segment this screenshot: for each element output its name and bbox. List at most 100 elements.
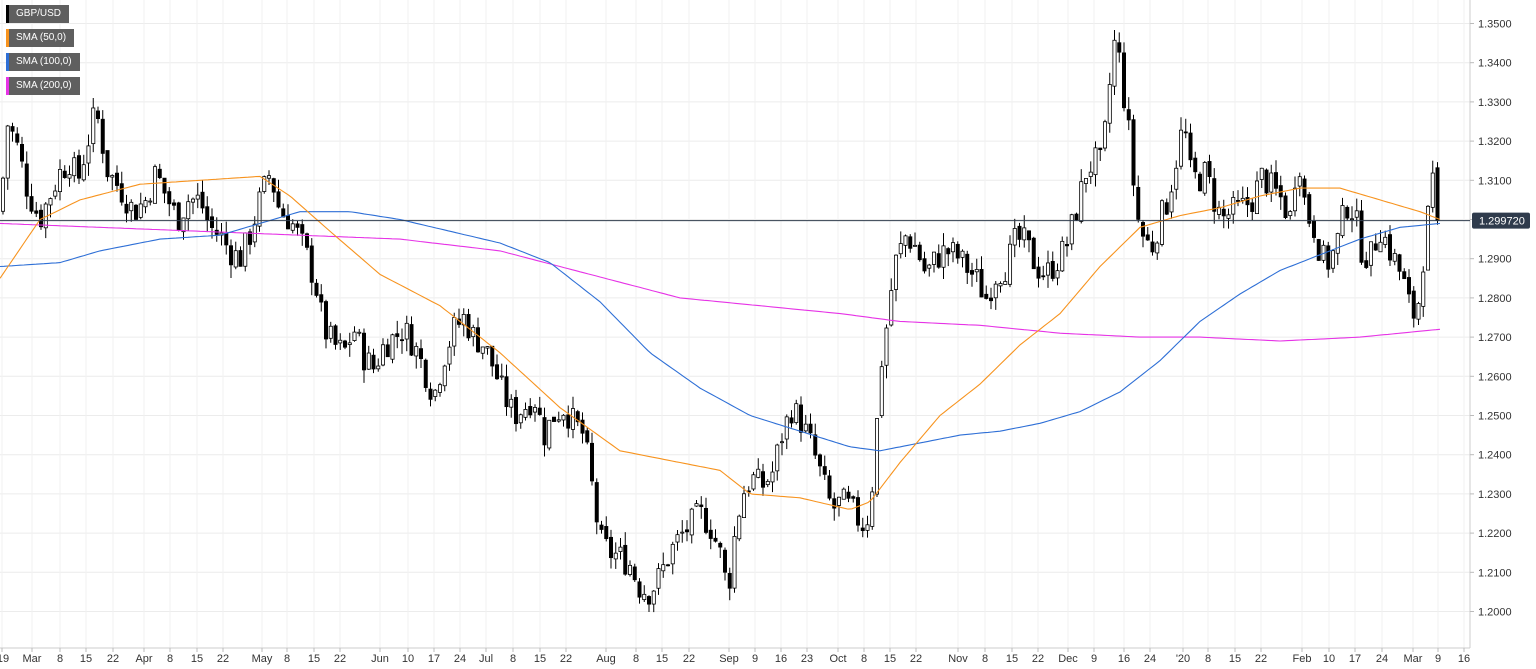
candle-bearish: [955, 243, 960, 259]
candle-bearish: [1316, 239, 1321, 261]
y-tick-label: 1.3500: [1478, 19, 1512, 31]
x-tick-label: 15: [80, 653, 92, 665]
candle-bullish: [1107, 84, 1112, 124]
candle-bullish: [865, 524, 870, 531]
candle-bearish: [504, 376, 509, 408]
last-price-tag: [1472, 212, 1530, 229]
candle-bullish: [262, 176, 267, 192]
candle-bearish: [1065, 244, 1070, 247]
candle-bearish: [371, 354, 376, 370]
candle-bullish: [72, 157, 77, 177]
candle-bearish: [984, 293, 989, 299]
candle-bearish: [1145, 234, 1150, 241]
candle-bearish: [832, 498, 837, 509]
candle-bullish: [1055, 270, 1060, 279]
candle-bearish: [1264, 169, 1269, 194]
candle-bullish: [1088, 171, 1093, 177]
candle-bullish: [190, 198, 195, 203]
candle-bearish: [808, 423, 813, 434]
candle-bullish: [1060, 240, 1065, 272]
candle-bullish: [547, 419, 552, 449]
candle-bearish: [908, 236, 913, 249]
candle-bullish: [1430, 172, 1435, 208]
candle-bearish: [1411, 290, 1416, 319]
candle-bearish: [238, 250, 243, 267]
candle-bearish: [1388, 234, 1393, 261]
candle-bearish: [822, 466, 827, 475]
candle-bearish: [361, 332, 366, 371]
candle-bearish: [685, 529, 690, 533]
candle-bullish: [1421, 271, 1426, 307]
candle-bullish: [903, 235, 908, 246]
candle-bearish: [1373, 243, 1378, 251]
candle-bearish: [77, 155, 82, 179]
x-tick-label: 8: [633, 653, 639, 665]
candle-bullish: [618, 546, 623, 552]
candle-bullish: [257, 191, 262, 227]
candle-bullish: [266, 175, 271, 179]
candle-bearish: [385, 344, 390, 358]
candle-bullish: [765, 480, 770, 486]
candle-bearish: [1150, 241, 1155, 253]
candle-bullish: [675, 534, 680, 543]
candle-bullish: [1392, 253, 1397, 262]
y-tick-label: 1.2600: [1478, 371, 1512, 383]
legend-item-sma50[interactable]: SMA (50,0): [6, 29, 75, 47]
candle-bearish: [171, 202, 176, 206]
candle-bullish: [1093, 147, 1098, 176]
legend-item-sma200[interactable]: SMA (200,0): [6, 77, 80, 95]
sma-50-line: [0, 175, 1441, 510]
x-tick-label: 24: [454, 653, 466, 665]
x-tick-label: 10: [402, 653, 414, 665]
candle-bearish: [1027, 230, 1032, 241]
legend-swatch: [6, 77, 9, 95]
candle-bearish: [10, 126, 15, 132]
legend-item-gbpusd[interactable]: GBP/USD: [6, 5, 70, 23]
last-price-label: 1.299720: [1479, 216, 1525, 228]
x-tick-label: Aug: [596, 653, 616, 665]
candle-bearish: [1131, 119, 1136, 186]
x-tick-label: Jul: [479, 653, 493, 665]
legend-label: SMA (100,0): [16, 56, 72, 67]
candle-bullish: [1426, 205, 1431, 271]
candle-bearish: [1435, 167, 1440, 221]
candle-bearish: [970, 270, 975, 275]
x-tick-label: 8: [982, 653, 988, 665]
x-tick-label: 16: [1118, 653, 1130, 665]
candle-bearish: [247, 231, 252, 245]
candle-bearish: [761, 471, 766, 488]
candle-bearish: [1036, 266, 1041, 279]
candle-bearish: [1364, 260, 1369, 268]
candle-bullish: [1008, 243, 1013, 285]
candle-bullish: [732, 536, 737, 589]
x-tick-label: May: [252, 653, 273, 665]
candle-bearish: [609, 536, 614, 559]
candle-bullish: [1383, 236, 1388, 245]
candle-bearish: [15, 133, 20, 143]
candle-bullish: [366, 352, 371, 370]
candle-bullish: [670, 543, 675, 565]
candle-bullish: [661, 564, 666, 572]
x-tick-label: 22: [683, 653, 695, 665]
candle-bearish: [314, 282, 319, 296]
legend-item-sma100[interactable]: SMA (100,0): [6, 53, 80, 71]
y-tick-label: 1.2200: [1478, 528, 1512, 540]
candle-bullish: [437, 384, 442, 393]
candle-bearish: [623, 544, 628, 575]
candle-bearish: [789, 417, 794, 424]
candle-bullish: [1046, 262, 1051, 276]
candle-bearish: [1345, 206, 1350, 219]
candle-bearish: [399, 339, 404, 342]
candle-bearish: [1117, 42, 1122, 53]
x-tick-label: '19: [0, 653, 9, 665]
candle-bullish: [680, 531, 685, 534]
candle-bullish: [452, 317, 457, 347]
candle-bullish: [91, 107, 96, 145]
candle-bullish: [841, 488, 846, 500]
candle-bearish: [167, 191, 172, 205]
x-tick-label: Sep: [719, 653, 739, 665]
candle-bullish: [1022, 227, 1027, 241]
y-tick-label: 1.2100: [1478, 567, 1512, 579]
candle-bullish: [1069, 214, 1074, 245]
